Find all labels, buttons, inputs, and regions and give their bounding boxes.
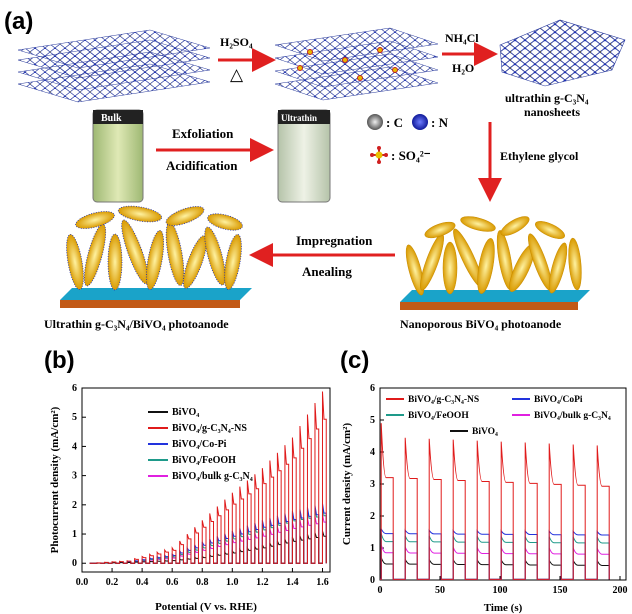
- chart-b-series-line: [89, 391, 327, 564]
- h2o-label: H₂O: [452, 61, 474, 75]
- nh4cl-label: NH₄Cl: [445, 31, 479, 45]
- exfoliation-label: Exfoliation: [172, 126, 234, 141]
- chart-b-x-axis-label: Potential (V vs. RHE): [155, 601, 257, 613]
- chart-b-series-line: [89, 503, 327, 564]
- chart-b: 0.0 0.2 0.4 0.6 0.8 1.0 1.2 1.4 1.6 0 1 2 3 4 5 6 Potent…: [49, 383, 331, 613]
- nanoporous-bivo4-illustration: [400, 216, 590, 310]
- chart-c-x-tick-label: 150: [553, 585, 568, 596]
- chart-c-y-tick-label: 4: [370, 447, 375, 458]
- chart-c-series-line: [380, 557, 610, 580]
- chart-c-legend-label: BiVO₄/CoPi: [534, 395, 583, 405]
- nitrogen-legend-label: : N: [431, 115, 449, 130]
- chart-c-y-tick-label: 0: [370, 575, 375, 586]
- acidification-label: Acidification: [166, 158, 238, 173]
- chart-b-y-tick-label: 0: [72, 558, 77, 569]
- bulk-vial: Bulk: [92, 109, 144, 203]
- chart-c-series-line: [380, 423, 610, 580]
- h2so4-label: H₂SO₄: [220, 35, 253, 49]
- chart-c-legend-label: BiVO₄/FeOOH: [408, 411, 469, 421]
- chart-c-legend-label: BiVO₄: [472, 427, 498, 437]
- chart-b-x-tick-label: 0.8: [196, 577, 209, 588]
- chart-b-y-tick-label: 6: [72, 383, 77, 394]
- chart-b-legend-label: BiVO₄/Co-Pi: [172, 439, 227, 450]
- chart-b-y-axis-label: Photocurrent density (mA/cm²): [49, 406, 61, 553]
- chart-b-x-tick-label: 0.4: [136, 577, 149, 588]
- bulk-g-c3n4-illustration: [17, 29, 211, 103]
- bulk-vial-label: Bulk: [101, 113, 122, 124]
- nanosheet-caption-line1: ultrathin g-C₃N₄: [505, 91, 589, 105]
- chart-c: 0 50 100 150 200 0 1 2 3 4 5 6 Time (s) Current densi…: [341, 383, 628, 614]
- chart-b-y-tick-label: 1: [72, 529, 77, 540]
- ultrathin-vial-label: Ultrathin: [281, 113, 317, 123]
- carbon-legend-label: : C: [386, 115, 403, 130]
- chart-b-series-line: [89, 514, 327, 564]
- chart-b-x-tick-label: 0.0: [76, 577, 89, 588]
- chart-b-x-tick-label: 0.2: [106, 577, 119, 588]
- nanoporous-bivo4-caption: Nanoporous BiVO₄ photoanode: [400, 317, 562, 331]
- chart-b-y-tick-label: 2: [72, 500, 77, 511]
- chart-b-plot-frame: [81, 387, 331, 573]
- chart-b-series-line: [89, 506, 327, 564]
- ultrathin-nanosheet-illustration: [499, 19, 626, 87]
- nanosheet-caption-line2: nanosheets: [524, 105, 580, 119]
- chart-c-series-line: [380, 544, 610, 580]
- chart-c-y-tick-label: 1: [370, 543, 375, 554]
- chart-b-legend-label: BiVO₄/bulk g-C₃N₄: [172, 471, 253, 482]
- anealing-label: Anealing: [302, 264, 352, 279]
- chart-c-x-axis-label: Time (s): [484, 602, 523, 614]
- chart-c-y-tick-label: 5: [370, 415, 375, 426]
- composite-photoanode-caption: Ultrathin g-C₃N₄/BiVO₄ photoanode: [44, 317, 229, 331]
- chart-c-series-line: [380, 528, 610, 580]
- chart-b-x-tick-label: 1.2: [256, 577, 269, 588]
- sulfate-icon: [370, 146, 388, 164]
- carbon-atom-icon: [367, 114, 383, 130]
- composite-photoanode-illustration: [60, 205, 252, 308]
- chart-c-x-tick-label: 200: [613, 585, 628, 596]
- chart-b-legend-label: BiVO₄/g-C₃N₄-NS: [172, 423, 247, 434]
- chart-b-y-tick-label: 5: [72, 412, 77, 423]
- ethylene-glycol-label: Ethylene glycol: [500, 149, 579, 163]
- chart-b-y-tick-label: 4: [72, 441, 77, 452]
- chart-b-x-tick-label: 1.0: [226, 577, 239, 588]
- impregnation-label: Impregnation: [296, 233, 373, 248]
- panel-b-label: (b): [44, 347, 75, 374]
- chart-c-legend-label: BiVO₄/g-C₃N₄-NS: [408, 395, 479, 405]
- chart-b-x-tick-label: 1.6: [316, 577, 329, 588]
- chart-b-legend-label: BiVO₄/FeOOH: [172, 455, 236, 466]
- chart-c-x-tick-label: 100: [493, 585, 508, 596]
- chart-c-series-line: [380, 533, 610, 580]
- chart-c-y-tick-label: 6: [370, 383, 375, 394]
- chart-c-y-tick-label: 2: [370, 511, 375, 522]
- chart-c-x-tick-label: 0: [378, 585, 383, 596]
- panel-c-label: (c): [340, 347, 369, 374]
- chart-b-x-tick-label: 1.4: [286, 577, 299, 588]
- ultrathin-vial: Ultrathin: [277, 109, 331, 203]
- chart-b-x-tick-label: 0.6: [166, 577, 179, 588]
- chart-c-legend-label: BiVO₄/bulk g-C₃N₄: [534, 411, 611, 421]
- acidified-sheets-illustration: [274, 27, 439, 101]
- heat-symbol: △: [230, 65, 244, 84]
- nitrogen-atom-icon: [412, 114, 428, 130]
- chart-b-y-tick-label: 3: [72, 471, 77, 482]
- chart-b-series-line: [89, 530, 327, 564]
- chart-c-y-axis-label: Current density (mA/cm²): [341, 423, 353, 546]
- chart-c-y-tick-label: 3: [370, 479, 375, 490]
- sulfate-legend-label: : SO₄²⁻: [391, 148, 431, 163]
- chart-b-legend-label: BiVO₄: [172, 407, 199, 418]
- chart-c-x-tick-label: 50: [435, 585, 445, 596]
- panel-a-label: (a): [4, 8, 33, 35]
